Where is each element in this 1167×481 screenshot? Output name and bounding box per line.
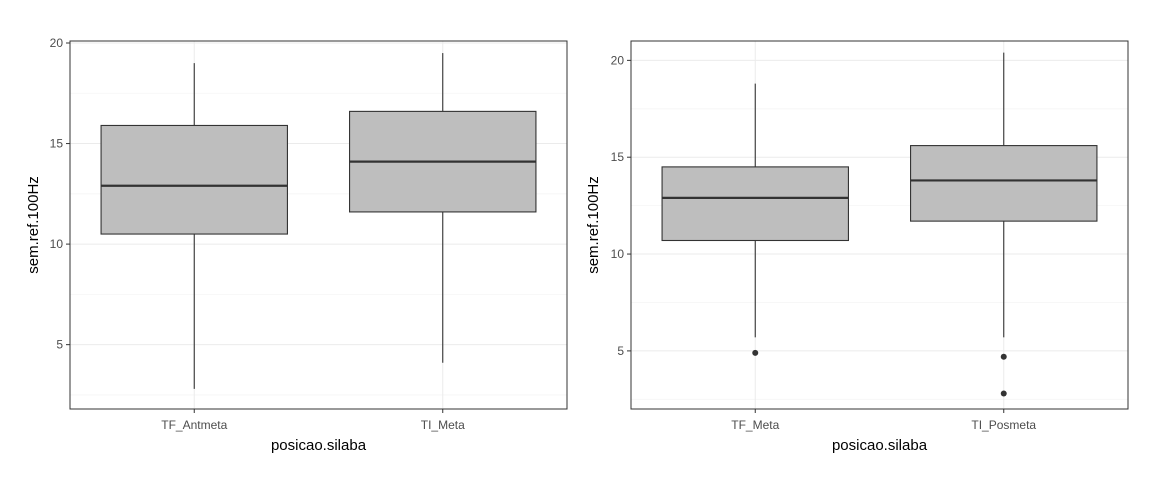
x-tick-label: TF_Antmeta xyxy=(161,418,227,432)
outlier-point xyxy=(1000,390,1007,397)
box-TF_Antmeta xyxy=(100,124,288,235)
x-axis-title: posicao.silaba xyxy=(271,437,367,454)
y-tick-label: 15 xyxy=(611,150,625,164)
y-tick-label: 5 xyxy=(617,344,624,358)
x-tick-label: TF_Meta xyxy=(731,418,779,432)
panel-border xyxy=(69,40,568,410)
y-axis-title: sem.ref.100Hz xyxy=(585,176,602,274)
x-tick-label: TI_Meta xyxy=(421,418,465,432)
y-tick-label: 10 xyxy=(50,237,64,251)
x-axis-title: posicao.silaba xyxy=(832,437,928,454)
y-tick-label: 20 xyxy=(611,53,625,67)
panel-border xyxy=(630,40,1129,410)
box-TI_Posmeta xyxy=(910,145,1098,222)
x-tick-label: TI_Posmeta xyxy=(971,418,1036,432)
y-tick-label: 5 xyxy=(56,338,63,352)
y-axis-title: sem.ref.100Hz xyxy=(25,176,42,274)
y-tick-label: 20 xyxy=(50,36,64,50)
outlier-point xyxy=(752,349,759,356)
outlier-point xyxy=(1000,353,1007,360)
right-boxplot-panel: 5 10 15 20 TF_Meta TI_Posmeta posicao.silaba se… xyxy=(585,40,1129,454)
box-TF_Meta xyxy=(661,166,849,242)
left-boxplot-panel: 5 10 15 20 TF_Antmeta TI_Meta posicao.silaba se… xyxy=(25,36,568,454)
y-tick-label: 10 xyxy=(611,247,625,261)
y-tick-label: 15 xyxy=(50,137,64,151)
